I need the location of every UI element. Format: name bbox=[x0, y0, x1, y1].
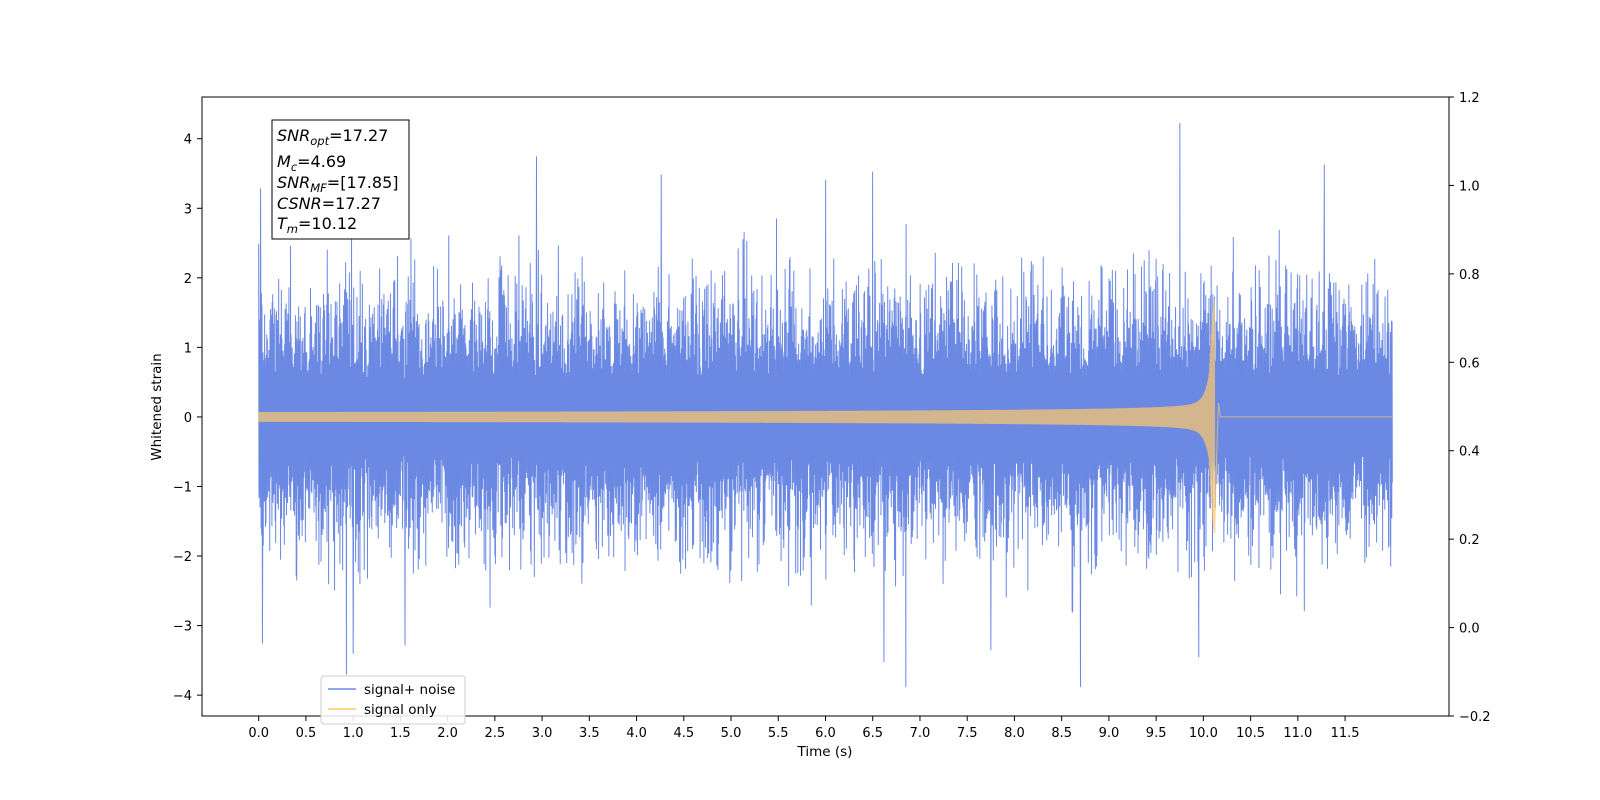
x-tick-label: 8.5 bbox=[1051, 726, 1072, 741]
x-tick-label: 3.5 bbox=[579, 726, 600, 741]
y-axis-label: Whitened strain bbox=[149, 353, 165, 460]
x-tick-label: 11.5 bbox=[1331, 726, 1360, 741]
y-tick-label: 0 bbox=[184, 411, 192, 426]
x-tick-label: 1.5 bbox=[390, 726, 411, 741]
plot-area bbox=[258, 122, 1393, 688]
legend-label-signal-only: signal only bbox=[364, 702, 437, 718]
series-signal-plus-noise-line bbox=[258, 122, 1393, 688]
y-axis-left: −4 −3 −2 −1 0 1 2 3 4 bbox=[173, 133, 202, 704]
x-tick-label: 9.5 bbox=[1146, 726, 1167, 741]
x-tick-label: 7.5 bbox=[957, 726, 978, 741]
y2-tick-label: 1.2 bbox=[1459, 91, 1480, 106]
series-signal-only-line bbox=[258, 300, 1393, 534]
y2-tick-label: 0.6 bbox=[1459, 356, 1480, 371]
x-tick-label: 9.0 bbox=[1099, 726, 1120, 741]
x-tick-label: 4.5 bbox=[673, 726, 694, 741]
x-tick-label: 7.0 bbox=[910, 726, 931, 741]
y-tick-label: −2 bbox=[173, 550, 192, 565]
annotation-snr-mf: SNRMF=[17.85] bbox=[277, 173, 399, 195]
y-tick-label: −1 bbox=[173, 480, 192, 495]
y-axis-right: −0.2 0.0 0.2 0.4 0.6 0.8 1.0 1.2 bbox=[1449, 91, 1491, 725]
x-tick-label: 6.0 bbox=[815, 726, 836, 741]
legend: signal+ noise signal only bbox=[320, 675, 466, 725]
x-tick-label: 6.5 bbox=[862, 726, 883, 741]
x-axis: 0.0 0.5 1.0 1.5 2.0 2.5 3.0 3.5 4.0 4.5 5.0 5.5 6.0 6… bbox=[248, 716, 1360, 741]
y2-tick-label: 0.8 bbox=[1459, 268, 1480, 283]
y-tick-label: 3 bbox=[184, 202, 192, 217]
annotation-box: SNRopt=17.27 Mc=4.69 SNRMF=[17.85] CSNR=… bbox=[271, 119, 410, 240]
y-tick-label: 2 bbox=[184, 272, 192, 287]
y-tick-label: −3 bbox=[173, 620, 192, 635]
x-tick-label: 0.5 bbox=[296, 726, 317, 741]
x-tick-label: 2.5 bbox=[485, 726, 506, 741]
x-tick-label: 0.0 bbox=[248, 726, 269, 741]
legend-frame bbox=[320, 675, 466, 725]
y-tick-label: −4 bbox=[173, 689, 192, 704]
x-tick-label: 3.0 bbox=[532, 726, 553, 741]
x-tick-label: 4.0 bbox=[626, 726, 647, 741]
x-tick-label: 5.0 bbox=[721, 726, 742, 741]
legend-label-signal-plus-noise: signal+ noise bbox=[364, 682, 455, 698]
annotation-tm: Tm=10.12 bbox=[277, 214, 357, 236]
y-tick-label: 4 bbox=[184, 133, 192, 148]
x-tick-label: 10.0 bbox=[1189, 726, 1218, 741]
annotation-snr-opt: SNRopt=17.27 bbox=[277, 126, 388, 148]
x-tick-label: 10.5 bbox=[1236, 726, 1265, 741]
x-tick-label: 2.0 bbox=[437, 726, 458, 741]
y2-tick-label: −0.2 bbox=[1459, 710, 1491, 725]
x-tick-label: 8.0 bbox=[1004, 726, 1025, 741]
x-tick-label: 11.0 bbox=[1283, 726, 1312, 741]
y2-tick-label: 0.0 bbox=[1459, 622, 1480, 637]
x-tick-label: 5.5 bbox=[768, 726, 789, 741]
y2-tick-label: 1.0 bbox=[1459, 179, 1480, 194]
annotation-csnr: CSNR=17.27 bbox=[277, 194, 381, 213]
y2-tick-label: 0.2 bbox=[1459, 533, 1480, 548]
annotation-box-frame bbox=[271, 119, 410, 240]
x-axis-label: Time (s) bbox=[797, 744, 853, 760]
x-tick-label: 1.0 bbox=[343, 726, 364, 741]
y2-tick-label: 0.4 bbox=[1459, 445, 1480, 460]
y-tick-label: 1 bbox=[184, 341, 192, 356]
annotation-mc: Mc=4.69 bbox=[277, 152, 346, 174]
